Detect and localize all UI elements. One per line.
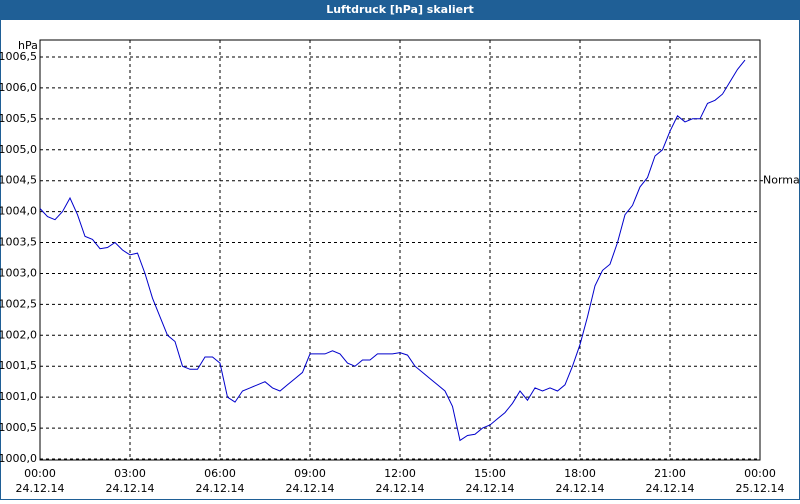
x-tick-date: 24.12.14 xyxy=(196,482,245,495)
x-tick-date: 24.12.14 xyxy=(466,482,515,495)
y-tick-label: 1006,0 xyxy=(0,81,37,94)
y-tick-label: 1001,5 xyxy=(0,359,37,372)
x-tick-label: 09:00 xyxy=(294,467,326,480)
x-tick-date: 25.12.14 xyxy=(736,482,785,495)
x-tick-label: 00:00 xyxy=(744,467,776,480)
x-tick-label: 03:00 xyxy=(114,467,146,480)
y-tick-label: 1001,0 xyxy=(0,390,37,403)
x-tick-date: 24.12.14 xyxy=(646,482,695,495)
y-tick-label: 1006,5 xyxy=(0,50,37,63)
x-tick-label: 06:00 xyxy=(204,467,236,480)
y-tick-label: 1005,0 xyxy=(0,143,37,156)
y-tick-label: 1000,5 xyxy=(0,421,37,434)
y-tick-label: 1000,0 xyxy=(0,452,37,465)
x-tick-date: 24.12.14 xyxy=(106,482,155,495)
y-tick-label: 1003,5 xyxy=(0,236,37,249)
x-tick-date: 24.12.14 xyxy=(16,482,65,495)
x-tick-date: 24.12.14 xyxy=(556,482,605,495)
y-tick-label: 1004,5 xyxy=(0,174,37,187)
x-tick-date: 24.12.14 xyxy=(376,482,425,495)
y-tick-label: 1005,5 xyxy=(0,112,37,125)
y-tick-label: 1002,5 xyxy=(0,297,37,310)
x-tick-label: 12:00 xyxy=(384,467,416,480)
y-tick-label: 1003,0 xyxy=(0,266,37,279)
y-tick-label: 1002,0 xyxy=(0,328,37,341)
data-line xyxy=(39,59,746,442)
x-tick-label: 15:00 xyxy=(474,467,506,480)
chart-title: Luftdruck [hPa] skaliert xyxy=(326,3,474,16)
y-tick-label: 1004,0 xyxy=(0,205,37,218)
reference-label: Normal xyxy=(763,174,800,187)
x-tick-date: 24.12.14 xyxy=(286,482,335,495)
x-tick-label: 21:00 xyxy=(654,467,686,480)
title-bar xyxy=(0,0,800,20)
y-axis-label: hPa xyxy=(18,39,38,52)
x-tick-label: 18:00 xyxy=(564,467,596,480)
x-tick-label: 00:00 xyxy=(24,467,56,480)
